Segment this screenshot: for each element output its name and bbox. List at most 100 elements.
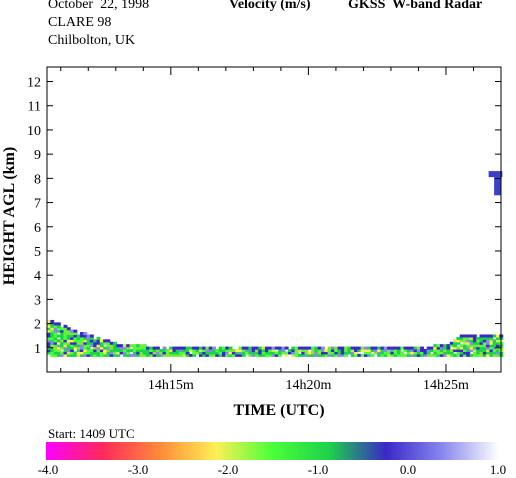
velocity-cell	[169, 351, 174, 355]
velocity-cell	[406, 353, 411, 357]
velocity-cell	[192, 351, 197, 355]
velocity-cell	[132, 346, 137, 350]
velocity-cell	[96, 341, 101, 345]
location-label: Chilbolton, UK	[48, 33, 136, 48]
velocity-cell	[103, 341, 108, 345]
velocity-cell	[99, 349, 104, 353]
y-tick-label: 12	[27, 76, 41, 91]
y-tick-label: 7	[34, 197, 41, 212]
velocity-cell	[202, 353, 207, 357]
velocity-cell	[152, 349, 157, 353]
velocity-cell	[363, 351, 368, 355]
velocity-cell	[390, 353, 395, 357]
velocity-cell	[113, 344, 117, 348]
y-tick-label: 2	[34, 318, 41, 333]
velocity-cell	[185, 349, 190, 353]
velocity-cell	[76, 344, 81, 348]
velocity-cell	[99, 341, 104, 345]
velocity-cell	[492, 353, 497, 357]
velocity-cell	[301, 353, 306, 357]
velocity-cell	[264, 353, 269, 357]
velocity-cell	[53, 332, 58, 336]
velocity-cell	[436, 353, 441, 357]
velocity-cell	[136, 344, 141, 348]
velocity-cell	[212, 351, 216, 355]
velocity-cell	[142, 349, 147, 353]
velocity-cell	[472, 336, 477, 340]
velocity-cell	[142, 346, 147, 350]
y-tick-label: 10	[27, 124, 41, 139]
velocity-cell	[221, 351, 226, 355]
velocity-cell	[466, 353, 471, 357]
velocity-cell	[350, 351, 355, 355]
velocity-cell	[436, 344, 441, 348]
velocity-cell	[489, 351, 494, 355]
velocity-cell	[76, 351, 81, 355]
colorbar-tick-label: 0.0	[399, 462, 417, 477]
colorbar-tick-label: -1.0	[307, 462, 329, 477]
velocity-cell	[126, 344, 131, 348]
velocity-cell	[228, 353, 233, 357]
velocity-cell	[301, 351, 306, 355]
velocity-cell	[472, 341, 477, 345]
velocity-cell	[93, 344, 98, 348]
velocity-cell	[380, 346, 385, 350]
velocity-cell	[139, 344, 144, 348]
velocity-cell	[122, 353, 127, 357]
velocity-cell	[347, 349, 352, 353]
velocity-cell	[354, 346, 358, 350]
velocity-cell	[373, 346, 378, 350]
velocity-cell	[136, 351, 141, 355]
velocity-cell	[420, 346, 425, 350]
x-tick-label: 14h15m	[148, 378, 194, 393]
velocity-cell	[66, 339, 71, 343]
velocity-cell	[93, 339, 98, 343]
velocity-cell	[169, 353, 174, 357]
velocity-cell	[489, 349, 494, 353]
date-label: October 22, 1998	[48, 0, 150, 12]
velocity-cell	[433, 349, 438, 353]
velocity-cell	[70, 334, 75, 338]
isolated-echo	[488, 171, 503, 196]
velocity-cell	[251, 351, 256, 355]
velocity-cell	[400, 353, 405, 357]
velocity-cell	[96, 346, 101, 350]
velocity-cell	[80, 336, 84, 340]
velocity-cell	[76, 339, 81, 343]
velocity-cell	[433, 353, 438, 357]
velocity-cell	[231, 349, 236, 353]
velocity-cell	[340, 346, 345, 350]
velocity-cell	[99, 353, 104, 357]
velocity-cell	[63, 351, 68, 355]
velocity-cell	[205, 353, 210, 357]
velocity-cell	[63, 346, 68, 350]
velocity-cell	[340, 353, 345, 357]
velocity-cell	[486, 344, 491, 348]
velocity-cell	[66, 327, 71, 331]
velocity-cell	[264, 349, 269, 353]
velocity-cell	[327, 349, 332, 353]
velocity-cell	[297, 346, 302, 350]
velocity-cell	[469, 346, 474, 350]
velocity-cell	[390, 346, 395, 350]
velocity-cell	[459, 349, 464, 353]
velocity-cell	[420, 349, 425, 353]
velocity-cell	[139, 353, 144, 357]
velocity-cell	[344, 353, 349, 357]
velocity-cell	[479, 349, 484, 353]
velocity-cell	[294, 351, 299, 355]
velocity-cell	[218, 351, 223, 355]
velocity-cell	[70, 346, 75, 350]
velocity-cell	[238, 353, 243, 357]
velocity-cell	[53, 334, 58, 338]
velocity-cell	[340, 349, 345, 353]
velocity-cell	[119, 346, 124, 350]
velocity-cell	[334, 349, 339, 353]
velocity-cell	[83, 346, 88, 350]
velocity-cell	[83, 351, 88, 355]
velocity-cell	[324, 353, 329, 357]
velocity-cell	[165, 351, 170, 355]
velocity-cell	[278, 351, 283, 355]
velocity-cell	[106, 351, 111, 355]
velocity-cell	[73, 339, 78, 343]
